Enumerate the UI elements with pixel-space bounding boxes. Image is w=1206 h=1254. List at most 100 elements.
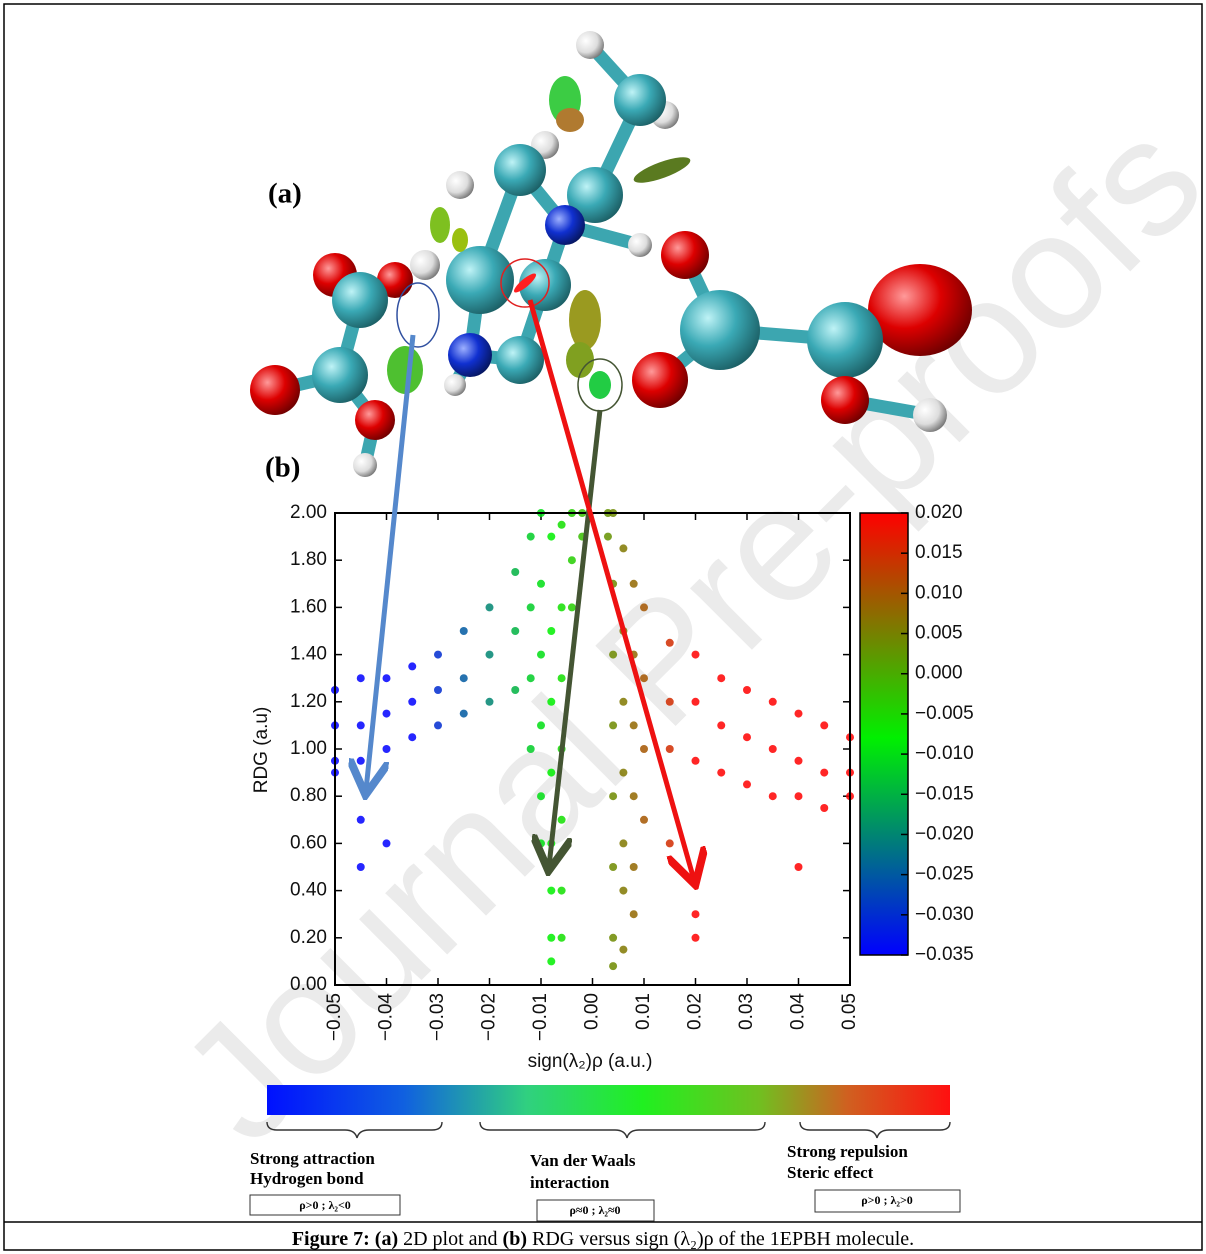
point [557,603,566,612]
point [743,686,751,694]
point [382,839,391,848]
y-tick-label: 0.20 [290,927,327,948]
point [526,532,535,541]
group-title: Steric effect [787,1163,874,1182]
point [619,839,628,848]
point [547,627,556,635]
arrow [527,299,694,880]
group-title: Van der Waals [530,1151,636,1170]
point [526,603,535,612]
colorbar-tick-label: 0.010 [915,582,963,603]
point [717,768,726,777]
point [356,721,365,730]
point [619,945,628,954]
point [537,721,545,730]
colorbar-tick-label: 0.000 [915,663,963,684]
point [629,721,638,730]
y-tick-label: 2.00 [290,502,327,523]
point [356,815,365,824]
y-tick-label: 0.40 [290,880,327,901]
point [511,568,520,576]
point [820,721,829,730]
point [820,804,829,812]
interaction-color-bar [267,1085,950,1115]
point [485,650,494,659]
point [794,863,803,871]
x-tick-label: 0.00 [582,993,603,1030]
group-title: Strong repulsion [787,1142,908,1161]
point [567,603,576,612]
colorbar-tick-label: −0.030 [915,904,974,925]
point [526,674,535,683]
point [691,910,700,919]
point [567,556,576,565]
point [547,532,556,541]
point [547,933,556,942]
point [629,792,638,801]
point [717,721,726,730]
point [619,768,628,777]
point [547,697,556,706]
arrow [366,334,416,790]
arrow [549,409,603,866]
point [820,768,829,777]
point [794,756,803,765]
point [485,603,494,612]
point [665,839,674,848]
point [665,745,674,753]
point [665,697,674,706]
colorbar-tick-label: −0.005 [915,703,974,724]
condition: ρ>0 ; λ₂>0 [861,1193,913,1207]
point [547,886,556,895]
point [629,910,638,919]
point [629,579,638,588]
y-tick-label: 1.00 [290,738,327,759]
point [609,962,618,971]
point [382,709,391,718]
panel-label: (a) [268,178,302,210]
point [609,792,618,801]
point [743,780,751,789]
figure-frame [3,3,1203,1251]
y-tick-label: 0.00 [290,974,327,995]
colorbar-tick-label: 0.020 [915,502,963,523]
molecule-illustration [250,31,972,477]
point [408,697,417,706]
group-title: Strong attraction [250,1149,375,1168]
caption-part: (a) [375,1228,398,1250]
colorbar-tick-label: 0.015 [915,542,963,563]
x-tick-label: −0.03 [427,993,448,1041]
x-tick-label: −0.01 [530,993,551,1041]
group-title: Hydrogen bond [250,1169,364,1188]
point [537,839,545,848]
colorbar-tick-label: −0.025 [915,864,974,885]
point [382,745,391,753]
point [356,674,365,683]
condition-box [814,1189,961,1213]
x-tick-label: 0.03 [736,993,757,1030]
point [768,745,777,753]
point [794,709,803,718]
x-tick-label: −0.04 [376,993,397,1042]
x-axis-label: sign(λ₂)ρ (a.u.) [528,1051,653,1072]
caption-part: Figure 7: [292,1228,370,1250]
point [768,792,777,801]
point [619,544,628,553]
point [356,863,365,871]
point [609,650,618,659]
point [408,733,417,742]
point [557,815,566,824]
point [557,886,566,895]
y-tick-label: 0.80 [290,785,327,806]
point [743,733,751,742]
x-tick-label: −0.02 [479,993,500,1041]
point [691,650,700,659]
point [382,674,391,683]
colorbar-tick-label: −0.035 [915,944,974,965]
point [547,768,556,777]
y-tick-label: 1.80 [290,549,327,570]
point [665,638,674,647]
point [603,532,612,541]
point [459,627,468,635]
